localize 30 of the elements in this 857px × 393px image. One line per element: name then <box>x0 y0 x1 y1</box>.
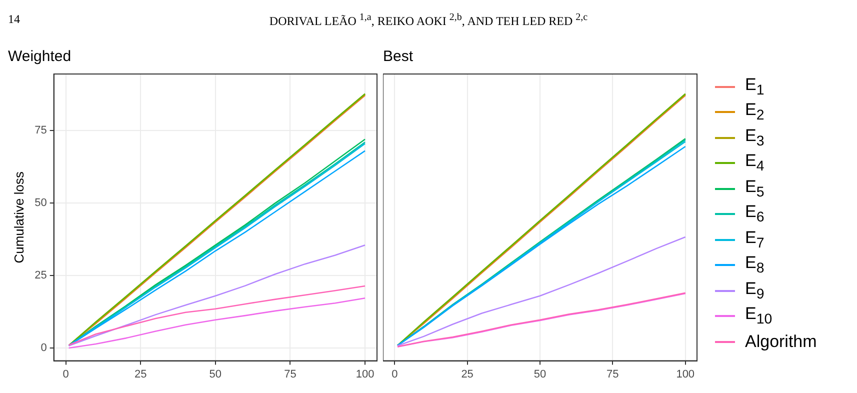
chart-title: Weighted <box>8 48 72 66</box>
y-tick-label: 75 <box>34 124 47 137</box>
text: 14 <box>8 12 20 27</box>
legend-label: E$_{9}$ <box>745 278 764 302</box>
x-tick-label: 75 <box>284 368 296 380</box>
legend-label: E$_{2}$ <box>745 100 764 124</box>
x-tick-label: 100 <box>356 368 374 380</box>
x-tick-label: 100 <box>676 368 695 380</box>
legend-label: E$_{10}$ <box>745 304 772 328</box>
legend-label: E$_{3}$ <box>745 126 764 150</box>
legend-label: Algorithm <box>745 332 817 352</box>
y-tick-label: 0 <box>40 342 47 354</box>
y-axis-title: Cumulative loss <box>11 171 26 264</box>
legend-label: E$_{6}$ <box>745 202 764 226</box>
x-tick-label: 75 <box>606 368 619 380</box>
y-tick-label: 50 <box>34 197 47 210</box>
legend-label: E$_{1}$ <box>745 74 764 98</box>
x-tick-label: 50 <box>209 368 222 380</box>
legend-label: E$_{4}$ <box>745 151 764 175</box>
x-tick-label: 0 <box>62 368 69 380</box>
x-tick-label: 0 <box>392 368 398 380</box>
chart-title: Best <box>383 48 414 66</box>
x-tick-label: 50 <box>534 368 546 380</box>
x-tick-label: 25 <box>461 368 474 380</box>
legend-label: E$_{7}$ <box>745 228 764 252</box>
legend-label: E$_{8}$ <box>745 253 764 277</box>
text: DORIVAL LEÃO $^{1,a}$, REIKO AOKI $^{2,b}$, AND TEH LED RED $^{2,c}$ <box>269 12 588 28</box>
y-tick-label: 25 <box>34 270 47 282</box>
x-tick-label: 25 <box>134 368 147 380</box>
legend-label: E$_{5}$ <box>745 176 764 200</box>
